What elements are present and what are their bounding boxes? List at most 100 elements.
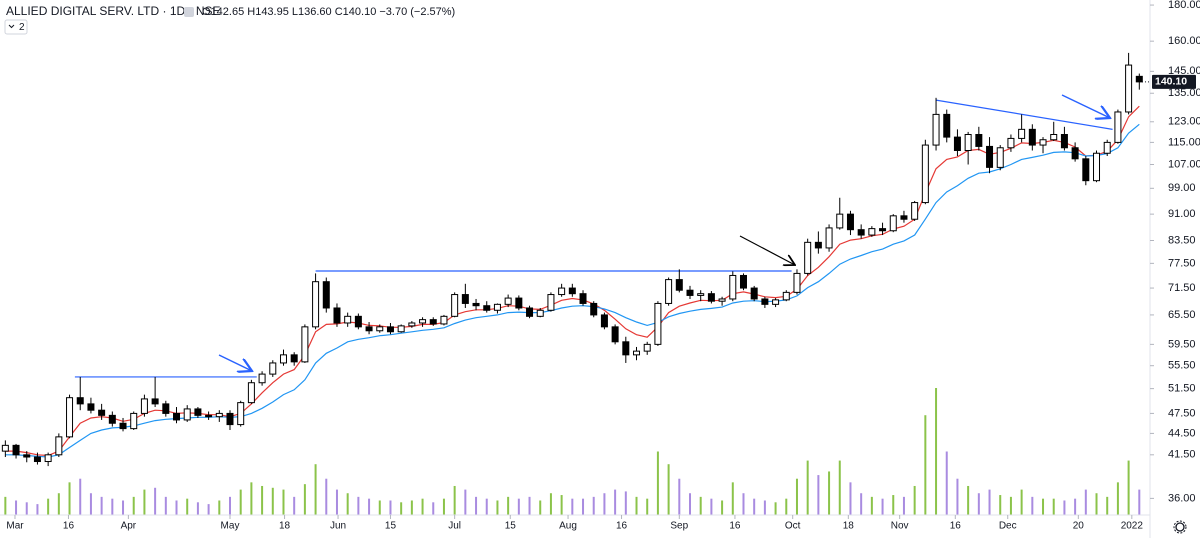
volume-bar xyxy=(122,500,125,515)
candle-body xyxy=(579,293,587,304)
volume-bar xyxy=(25,502,28,515)
volume-bar xyxy=(432,502,435,515)
candle-body xyxy=(846,213,854,231)
candle-body xyxy=(183,408,191,421)
y-tick-label: 107.00 xyxy=(1168,158,1200,170)
volume-bar xyxy=(271,487,274,515)
settings-icon[interactable] xyxy=(1173,520,1187,534)
volume-bar xyxy=(753,498,756,515)
volume-bar xyxy=(475,496,478,515)
candle-body xyxy=(953,136,961,151)
volume-bar xyxy=(774,502,777,515)
candle-body xyxy=(814,241,822,249)
volume-bar xyxy=(935,388,938,515)
y-tick-label: 41.50 xyxy=(1168,449,1196,461)
arrow xyxy=(1061,94,1110,118)
candle-body xyxy=(558,287,566,296)
candle-body xyxy=(23,454,31,458)
volume-bar xyxy=(614,489,617,515)
candle-body xyxy=(1050,133,1058,141)
indicator-toggle[interactable] xyxy=(4,19,28,35)
candle-body xyxy=(301,326,309,363)
plot-area xyxy=(1,52,1143,515)
candle-body xyxy=(697,293,705,296)
candle-body xyxy=(66,397,74,438)
y-tick-label: 160.00 xyxy=(1168,35,1200,47)
volume-bar xyxy=(1009,496,1012,515)
candle-body xyxy=(686,289,694,296)
candle-body xyxy=(568,287,576,295)
candle-body xyxy=(1,444,9,452)
x-tick-label: 15 xyxy=(385,521,397,532)
eye-icon[interactable] xyxy=(184,7,194,17)
volume-bar xyxy=(1020,489,1023,515)
candle-body xyxy=(258,373,266,384)
volume-bar xyxy=(229,496,231,515)
y-tick-label: 55.50 xyxy=(1168,360,1196,372)
candle-body xyxy=(451,294,459,317)
candle-body xyxy=(1114,111,1122,143)
y-tick-label: 145.00 xyxy=(1168,65,1200,77)
volume-bar xyxy=(1063,500,1066,515)
candle-body xyxy=(782,291,790,301)
volume-bar xyxy=(742,493,745,515)
candle-body xyxy=(707,293,715,302)
volume-bar xyxy=(357,496,360,515)
indicator-count: 2 xyxy=(19,22,25,33)
volume-bar xyxy=(838,460,841,515)
candle-body xyxy=(173,412,181,421)
candle-body xyxy=(419,319,427,324)
candle-body xyxy=(194,408,202,416)
candle-body xyxy=(536,309,544,317)
y-tick-label: 59.50 xyxy=(1168,338,1196,350)
candle-body xyxy=(1125,64,1133,113)
volume-bar xyxy=(892,495,895,515)
candle-body xyxy=(772,299,780,305)
volume-bar xyxy=(785,498,788,515)
candle-body xyxy=(868,228,876,236)
y-tick-label: 180.00 xyxy=(1168,0,1200,11)
x-tick-label: Jul xyxy=(448,521,461,532)
volume-bar xyxy=(817,475,820,515)
volume-bar xyxy=(646,498,649,515)
candle-body xyxy=(493,303,501,311)
y-tick-label: 123.00 xyxy=(1168,116,1200,128)
y-tick-label: 44.50 xyxy=(1168,427,1196,439)
candle-body xyxy=(269,362,277,375)
volume-bar xyxy=(303,484,306,515)
candle-body xyxy=(215,412,223,418)
candle-body xyxy=(408,322,416,327)
y-tick-label: 36.00 xyxy=(1168,492,1196,504)
x-tick-label: 20 xyxy=(1073,521,1085,532)
volume-bar xyxy=(656,451,659,515)
x-tick-label: Nov xyxy=(891,521,909,532)
volume-bar xyxy=(68,482,71,515)
volume-bar xyxy=(582,498,585,515)
volume-bar xyxy=(721,500,724,515)
candle-body xyxy=(130,412,138,430)
candle-body xyxy=(739,274,747,289)
volume-bar xyxy=(496,500,499,515)
candle-body xyxy=(975,133,983,147)
volume-bar xyxy=(977,493,980,515)
candle-body xyxy=(729,274,737,300)
x-tick-label: 15 xyxy=(505,521,517,532)
arrows xyxy=(218,94,1110,371)
y-tick-label: 71.50 xyxy=(1168,282,1196,294)
x-tick-label: Jun xyxy=(330,521,346,532)
y-tick-label: 115.00 xyxy=(1168,136,1200,148)
candle-body xyxy=(322,281,330,309)
volume-bar xyxy=(261,485,264,515)
candle-body xyxy=(1039,139,1047,146)
candle-body xyxy=(33,456,41,463)
candle-body xyxy=(996,147,1004,168)
volume-bar xyxy=(132,496,135,515)
candle-body xyxy=(237,402,245,426)
x-tick-label: 2022 xyxy=(1121,521,1144,532)
candle-body xyxy=(1018,128,1026,139)
volume-bar xyxy=(143,489,146,515)
volume-bar xyxy=(89,493,92,515)
trend-line xyxy=(935,99,1113,130)
